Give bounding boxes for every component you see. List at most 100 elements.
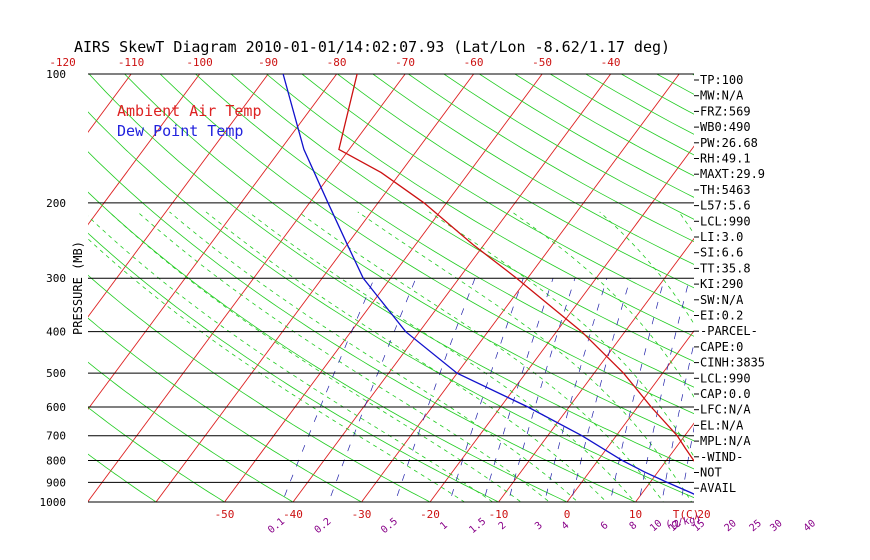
dry-adiabat-line	[124, 74, 694, 442]
mixing-ratio-label: 3	[533, 520, 545, 532]
dry-adiabat-line	[195, 74, 694, 388]
dry-adiabat-line	[301, 74, 694, 313]
moist-adiabat-line	[357, 211, 693, 502]
index-item: SI:6.6	[700, 246, 743, 260]
pressure-tick-label: 1000	[40, 496, 67, 509]
dry-adiabat-line	[88, 232, 500, 502]
dry-adiabat-line	[88, 317, 363, 502]
isotherm-line	[834, 65, 870, 512]
dry-adiabat-line	[479, 74, 694, 198]
top-temp-tick-label: -100	[186, 56, 213, 69]
index-item: EI:0.2	[700, 309, 743, 323]
pressure-tick-label: 100	[46, 68, 66, 81]
mixing-ratio-line	[638, 278, 690, 502]
isotherm-line	[88, 74, 338, 410]
isotherm-line	[88, 74, 406, 502]
mixing-ratio-line	[281, 278, 375, 502]
mixing-ratio-label: 1.5	[467, 516, 488, 536]
index-item: NOT	[700, 466, 722, 480]
pressure-tick-label: 200	[46, 197, 66, 210]
mixing-ratio-line	[609, 278, 665, 502]
series-line-ambient-air-temp	[338, 74, 694, 462]
isotherm-line	[88, 74, 201, 226]
bottom-temp-tick-label: 20	[697, 508, 710, 521]
sounding-profiles	[282, 74, 694, 495]
bottom-temp-tick-label: -20	[420, 508, 440, 521]
bottom-temp-tick-label: -40	[283, 508, 303, 521]
mixing-ratio-label: 4	[560, 520, 572, 532]
index-item: TT:35.8	[700, 261, 751, 275]
legend-entry-ambient-air-temp: Ambient Air Temp	[117, 102, 262, 120]
index-item: CAP:0.0	[700, 387, 751, 401]
mixing-ratio-line	[680, 426, 694, 502]
dry-adiabat-line	[88, 361, 294, 502]
mixing-ratio-label: 8	[628, 520, 640, 532]
dry-adiabat-line	[337, 74, 694, 289]
top-temp-tick-label: -60	[464, 56, 484, 69]
series-line-dew-point-temp	[282, 74, 694, 495]
chart-legend: Ambient Air Temp Dew Point Temp	[117, 102, 262, 140]
dry-adiabat-line	[372, 74, 694, 265]
top-temp-tick-label: -120	[49, 56, 76, 69]
mixing-ratio-label: 1	[438, 520, 450, 532]
bottom-temp-tick-label: -10	[489, 508, 509, 521]
bottom-temp-tick-label: -30	[352, 508, 372, 521]
moist-adiabat-line	[298, 211, 664, 502]
y-axis-label: PRESSURE (MB)	[71, 241, 85, 335]
moist-adiabat-line	[511, 211, 694, 398]
index-item: FRZ:569	[700, 104, 751, 118]
index-item: PW:26.68	[700, 136, 758, 150]
dry-adiabat-line	[88, 191, 568, 502]
top-temp-tick-label: -70	[395, 56, 415, 69]
bottom-unit-label: T(C)	[673, 508, 700, 521]
index-item: KI:290	[700, 277, 743, 291]
index-item: MAXT:29.9	[700, 167, 765, 181]
index-item: CAPE:0	[700, 340, 743, 354]
mixing-ratio-label: 6	[599, 520, 611, 532]
isotherm-line	[88, 74, 269, 318]
isotherm-line	[155, 74, 475, 502]
top-temp-tick-label: -50	[532, 56, 552, 69]
mixing-ratio-label: 0.2	[313, 516, 334, 536]
chart-title-group: AIRS SkewT Diagram 2010-01-01/14:02:07.9…	[74, 38, 670, 56]
index-item: TH:5463	[700, 183, 751, 197]
moist-adiabat-line	[205, 211, 607, 502]
pressure-tick-label: 900	[46, 476, 66, 489]
dry-adiabat-line	[88, 453, 157, 502]
isotherm-line	[497, 237, 694, 502]
mixing-ratio-line	[328, 278, 417, 502]
mixing-ratio-label: 10	[648, 518, 664, 534]
mixing-ratio-line	[544, 278, 608, 502]
top-temp-tick-label: -90	[258, 56, 278, 69]
mixing-ratio-line	[815, 278, 843, 511]
chart-title: AIRS SkewT Diagram 2010-01-01/14:02:07.9…	[74, 38, 670, 56]
index-item: MPL:N/A	[700, 434, 751, 448]
moist-adiabat-line	[108, 211, 522, 502]
isotherm-line	[566, 330, 694, 502]
moist-adiabat-line	[88, 215, 494, 502]
bottom-temp-tick-label: -50	[215, 508, 235, 521]
dry-adiabat-line	[88, 111, 694, 499]
dry-adiabat-line	[266, 74, 694, 337]
mixing-ratio-line	[394, 278, 476, 502]
dry-adiabat-line	[88, 274, 431, 502]
diagram-grid	[0, 65, 870, 512]
bottom-temp-tick-label: 0	[564, 508, 571, 521]
index-item: LFC:N/A	[700, 403, 751, 417]
isotherm-line	[766, 65, 870, 512]
index-item: L57:5.6	[700, 199, 751, 213]
index-item: LI:3.0	[700, 230, 743, 244]
pressure-tick-label: 800	[46, 455, 66, 468]
isotherm-line	[0, 65, 1, 512]
moist-adiabat-line	[137, 211, 550, 502]
isotherm-line	[0, 65, 70, 512]
index-item: LCL:990	[700, 214, 751, 228]
mixing-ratio-line	[661, 341, 694, 502]
isotherm-line	[223, 74, 543, 502]
index-item: SW:N/A	[700, 293, 744, 307]
index-item: TP:100	[700, 73, 743, 87]
pressure-tick-label: 400	[46, 326, 66, 339]
mixing-ratio-line	[570, 278, 631, 502]
index-item: -PARCEL-	[700, 324, 758, 338]
